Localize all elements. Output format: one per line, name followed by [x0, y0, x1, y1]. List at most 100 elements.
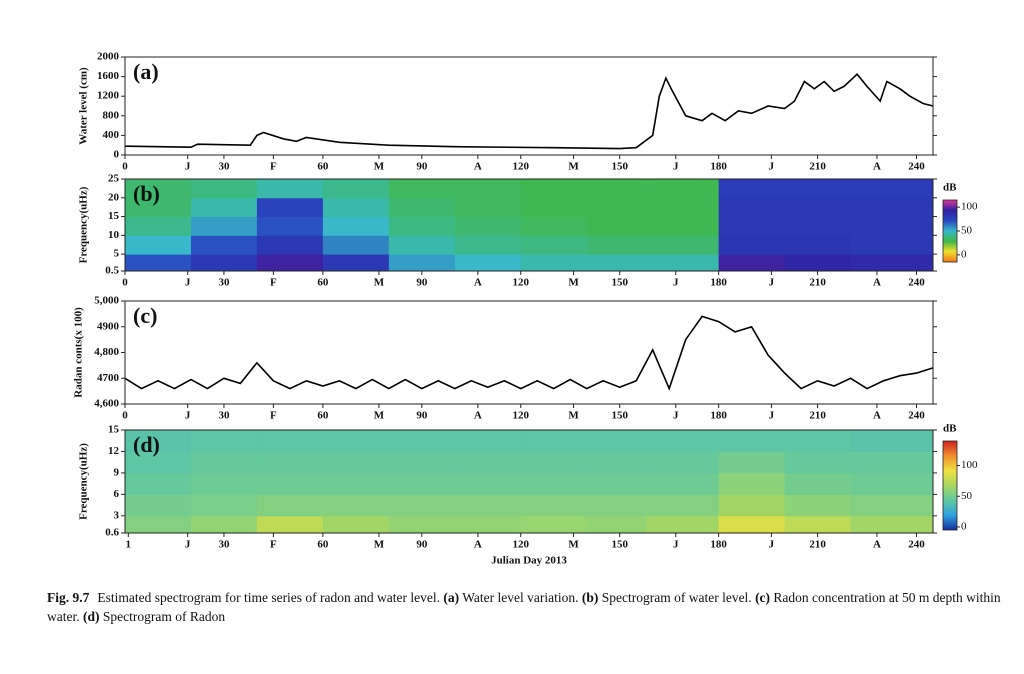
heat-cell — [586, 472, 647, 495]
x-tick-label: M — [374, 161, 385, 173]
heat-cell — [125, 254, 192, 272]
x-tick-label: 30 — [218, 277, 230, 289]
heat-cell — [125, 197, 192, 218]
y-tick-label: 3 — [114, 509, 120, 521]
caption: Fig. 9.7 Estimated spectrogram for time s… — [47, 588, 1007, 626]
x-tick-label: 0 — [122, 410, 128, 422]
heat-cell — [646, 430, 720, 452]
heat-cell — [322, 216, 390, 236]
x-tick-label: A — [474, 539, 482, 551]
heat-cell — [586, 430, 647, 452]
panel-label: (d) — [133, 432, 160, 457]
heat-cell — [850, 179, 934, 199]
x-tick-label: J — [673, 539, 679, 551]
heat-cell — [125, 216, 192, 236]
y-tick-label: 0.6 — [105, 527, 119, 539]
x-tick-label: 210 — [809, 277, 826, 289]
heat-cell — [256, 179, 324, 199]
heat-cell — [454, 254, 522, 272]
colorbar-tick-label: 0 — [961, 248, 967, 260]
caption-text: (d) — [83, 609, 100, 624]
caption-text: Radon concentration at 50 m depth within… — [47, 590, 1001, 624]
x-tick-label: 240 — [908, 161, 925, 173]
heat-cell — [388, 216, 456, 236]
x-tick-label: 120 — [513, 161, 530, 173]
x-tick-label: 60 — [317, 277, 329, 289]
x-tick-label: 180 — [710, 539, 727, 551]
heat-cell — [190, 179, 258, 199]
colorbar-tick-label: 0 — [961, 520, 967, 532]
heat-cell — [520, 216, 588, 236]
heat-cell — [190, 430, 258, 452]
heat-cell — [520, 472, 588, 495]
heat-cell — [190, 235, 258, 255]
x-tick-label: 90 — [416, 161, 428, 173]
heat-cell — [646, 494, 720, 517]
heat-cell — [388, 197, 456, 218]
heat-cell — [718, 179, 786, 199]
x-tick-label: 0 — [122, 277, 128, 289]
heat-cell — [322, 197, 390, 218]
x-tick-label: 1 — [126, 539, 132, 551]
x-tick-label: 90 — [416, 277, 428, 289]
heat-cell — [718, 494, 786, 517]
heat-cell — [388, 179, 456, 199]
heat-cell — [388, 235, 456, 255]
heat-cell — [646, 216, 720, 236]
x-tick-label: A — [873, 161, 881, 173]
y-tick-label: 9 — [114, 466, 120, 478]
plot-frame — [124, 56, 934, 156]
heat-cell — [256, 254, 324, 272]
x-tick-label: M — [568, 277, 579, 289]
heat-cell — [520, 197, 588, 218]
heat-cell — [718, 197, 786, 218]
x-tick-label: A — [873, 277, 881, 289]
x-tick-label: 30 — [218, 539, 230, 551]
y-tick-label: 12 — [108, 445, 120, 457]
heat-cell — [718, 515, 786, 534]
heat-cell — [388, 254, 456, 272]
x-tick-label: A — [474, 410, 482, 422]
heat-cell — [125, 179, 192, 199]
heat-cell — [190, 472, 258, 495]
x-tick-label: J — [769, 161, 775, 173]
heat-cell — [850, 472, 934, 495]
heat-cell — [718, 451, 786, 474]
heat-cell — [190, 197, 258, 218]
x-tick-label: M — [374, 277, 385, 289]
y-axis-label: Frequency(uHz) — [78, 443, 90, 520]
x-tick-label: 30 — [218, 410, 230, 422]
x-tick-label: J — [185, 161, 191, 173]
heat-cell — [388, 515, 456, 534]
heat-cell — [586, 494, 647, 517]
y-tick-label: 15 — [108, 210, 120, 222]
x-tick-label: J — [673, 277, 679, 289]
heat-cell — [586, 197, 647, 218]
data-line — [124, 73, 934, 150]
heat-cell — [190, 451, 258, 474]
heat-cell — [646, 451, 720, 474]
heat-cell — [646, 254, 720, 272]
heat-cell — [850, 216, 934, 236]
caption-text: (a) — [443, 590, 460, 605]
x-tick-label: 120 — [513, 277, 530, 289]
x-tick-label: 90 — [416, 539, 428, 551]
caption-text: Water level variation. — [459, 590, 582, 605]
y-tick-label: 4900 — [97, 320, 120, 332]
x-tick-label: A — [474, 161, 482, 173]
caption-text: Spectrogram of Radon — [99, 609, 226, 624]
colorbar-label: dB — [943, 423, 957, 435]
x-tick-label: 180 — [710, 161, 727, 173]
x-tick-label: 210 — [809, 161, 826, 173]
x-tick-label: 180 — [710, 410, 727, 422]
x-tick-label: 240 — [908, 277, 925, 289]
heat-cell — [646, 515, 720, 534]
heat-cell — [784, 430, 852, 452]
x-tick-label: A — [873, 410, 881, 422]
x-axis-label: Julian Day 2013 — [491, 555, 567, 567]
y-tick-label: 4,600 — [94, 398, 119, 410]
panel-label: (c) — [133, 303, 157, 328]
x-tick-label: A — [873, 539, 881, 551]
x-tick-label: 150 — [611, 410, 628, 422]
